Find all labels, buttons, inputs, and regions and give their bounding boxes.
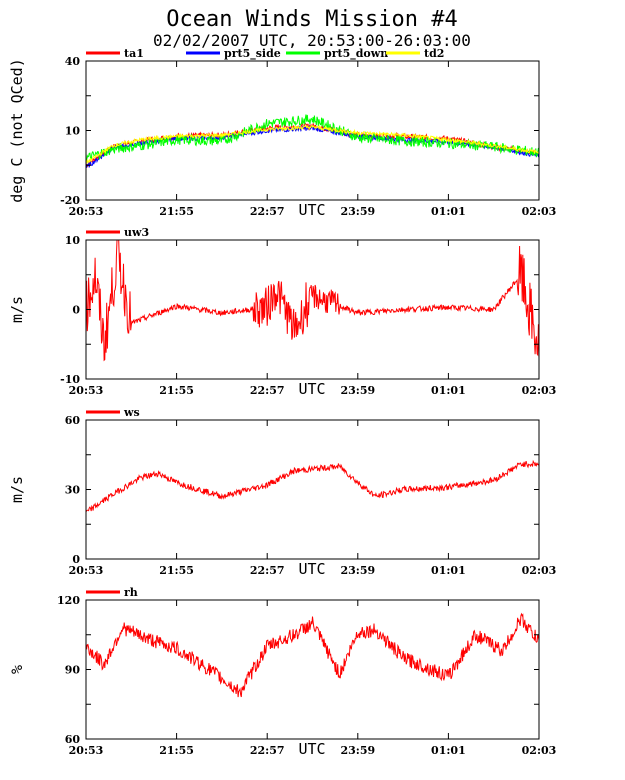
y-tick-label: 10 <box>65 234 81 247</box>
series-line-ws <box>86 459 539 513</box>
x-tick-label: 23:59 <box>340 564 375 577</box>
x-tick-label: 20:53 <box>69 384 104 397</box>
x-tick-label: 21:55 <box>159 384 194 397</box>
x-axis-label: UTC <box>298 201 325 219</box>
y-tick-label: 60 <box>65 414 81 427</box>
tick-marks <box>85 419 540 560</box>
legend-label-prt5_down: prt5_down <box>324 47 388 61</box>
x-axis-label: UTC <box>298 740 325 758</box>
y-axis-label: % <box>8 665 26 674</box>
chart-title: Ocean Winds Mission #4 <box>166 7 457 32</box>
tick-marks <box>85 60 540 201</box>
x-tick-label: 21:55 <box>159 744 194 757</box>
plot-area <box>86 240 539 362</box>
y-tick-label: 10 <box>65 125 81 138</box>
x-tick-label: 20:53 <box>69 564 104 577</box>
series-line-prt5_down <box>86 114 539 163</box>
legend-label-ta1: ta1 <box>124 47 144 60</box>
x-tick-label: 01:01 <box>431 205 466 218</box>
legend-label-uw3: uw3 <box>124 226 149 239</box>
y-tick-label: -20 <box>60 194 80 207</box>
legend-label-ws: ws <box>123 406 140 419</box>
y-tick-label: 120 <box>57 594 80 607</box>
x-tick-label: 20:53 <box>69 744 104 757</box>
x-axis-label: UTC <box>298 560 325 578</box>
y-tick-label: 90 <box>65 664 81 677</box>
x-tick-label: 02:03 <box>522 744 557 757</box>
y-tick-label: 30 <box>65 484 81 497</box>
legend-label-prt5_side: prt5_side <box>224 47 281 61</box>
x-tick-label: 23:59 <box>340 205 375 218</box>
y-tick-label: 0 <box>72 304 80 317</box>
y-axis-label: m/s <box>8 296 26 323</box>
x-axis-label: UTC <box>298 380 325 398</box>
plot-area <box>86 114 539 169</box>
y-tick-label: 40 <box>65 55 81 68</box>
x-tick-label: 01:01 <box>431 744 466 757</box>
x-tick-label: 02:03 <box>522 384 557 397</box>
x-tick-label: 21:55 <box>159 205 194 218</box>
series-line-rh <box>86 612 539 698</box>
series-line-uw3 <box>86 240 539 362</box>
x-tick-label: 01:01 <box>431 384 466 397</box>
tick-marks <box>85 239 540 380</box>
y-tick-label: -10 <box>60 373 80 386</box>
x-tick-label: 22:57 <box>250 384 285 397</box>
plot-area <box>86 459 539 513</box>
x-tick-label: 22:57 <box>250 744 285 757</box>
legend-label-rh: rh <box>124 586 138 599</box>
x-tick-label: 23:59 <box>340 384 375 397</box>
chart-panel-3: 60 30 020:53 21:55 22:57 23:59 01:01 02:03 UTC m/… <box>8 406 556 578</box>
x-tick-label: 22:57 <box>250 564 285 577</box>
x-tick-label: 02:03 <box>522 564 557 577</box>
plot-frame <box>85 239 540 380</box>
tick-marks <box>85 599 540 740</box>
x-tick-label: 23:59 <box>340 744 375 757</box>
y-axis-label: m/s <box>8 476 26 503</box>
series-line-td2 <box>86 124 539 165</box>
x-tick-label: 02:03 <box>522 205 557 218</box>
series-line-prt5_side <box>86 124 539 169</box>
plot-area <box>86 612 539 698</box>
chart-subtitle: 02/02/2007 UTC, 20:53:00-26:03:00 <box>153 31 471 50</box>
y-tick-label: 0 <box>72 553 80 566</box>
plot-frame <box>85 419 540 560</box>
x-tick-label: 21:55 <box>159 564 194 577</box>
y-axis-label: deg C (not QCed) <box>8 58 26 203</box>
y-tick-label: 60 <box>65 733 81 746</box>
x-tick-label: 01:01 <box>431 564 466 577</box>
legend-label-td2: td2 <box>424 47 444 60</box>
x-tick-label: 22:57 <box>250 205 285 218</box>
plot-frame <box>85 60 540 201</box>
x-tick-label: 20:53 <box>69 205 104 218</box>
